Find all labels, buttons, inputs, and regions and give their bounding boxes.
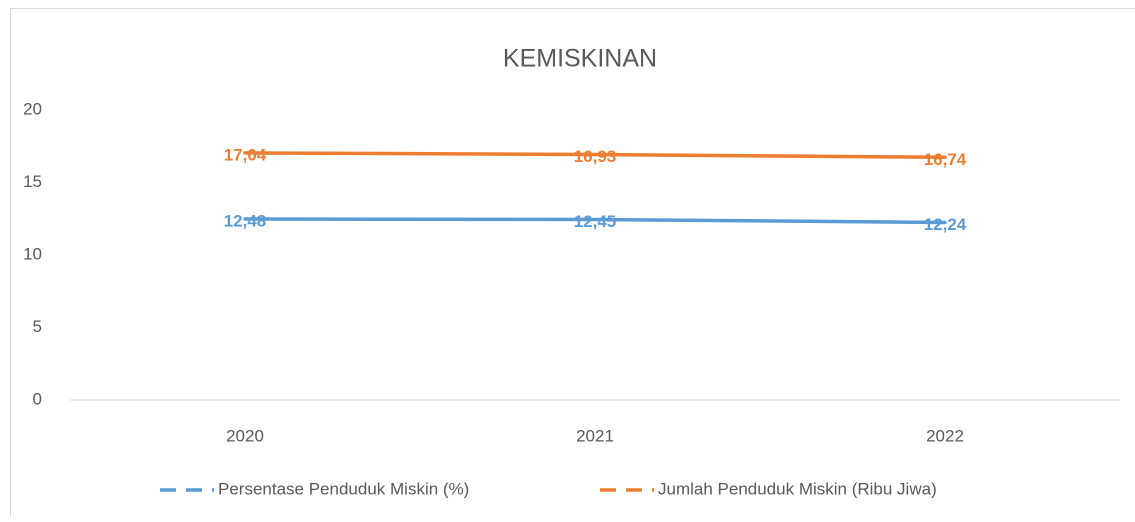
data-label: 16,93: [574, 147, 617, 166]
y-tick-label: 0: [33, 389, 42, 408]
y-tick-label: 15: [23, 172, 42, 191]
data-label: 12,45: [574, 212, 617, 231]
x-tick-label: 2020: [226, 426, 264, 445]
x-tick-label: 2022: [926, 426, 964, 445]
chart-border: [11, 9, 1135, 518]
data-label: 17,04: [224, 145, 267, 164]
y-tick-label: 5: [33, 317, 42, 336]
y-tick-label: 20: [23, 99, 42, 118]
x-tick-label: 2021: [576, 426, 614, 445]
chart-title: KEMISKINAN: [503, 45, 657, 73]
data-label: 12,24: [924, 215, 967, 234]
data-label: 12,48: [224, 212, 267, 231]
y-tick-label: 10: [23, 244, 42, 263]
legend-label: Persentase Penduduk Miskin (%): [218, 479, 469, 498]
legend-label: Jumlah Penduduk Miskin (Ribu Jiwa): [658, 479, 937, 498]
data-label: 16,74: [924, 150, 967, 169]
